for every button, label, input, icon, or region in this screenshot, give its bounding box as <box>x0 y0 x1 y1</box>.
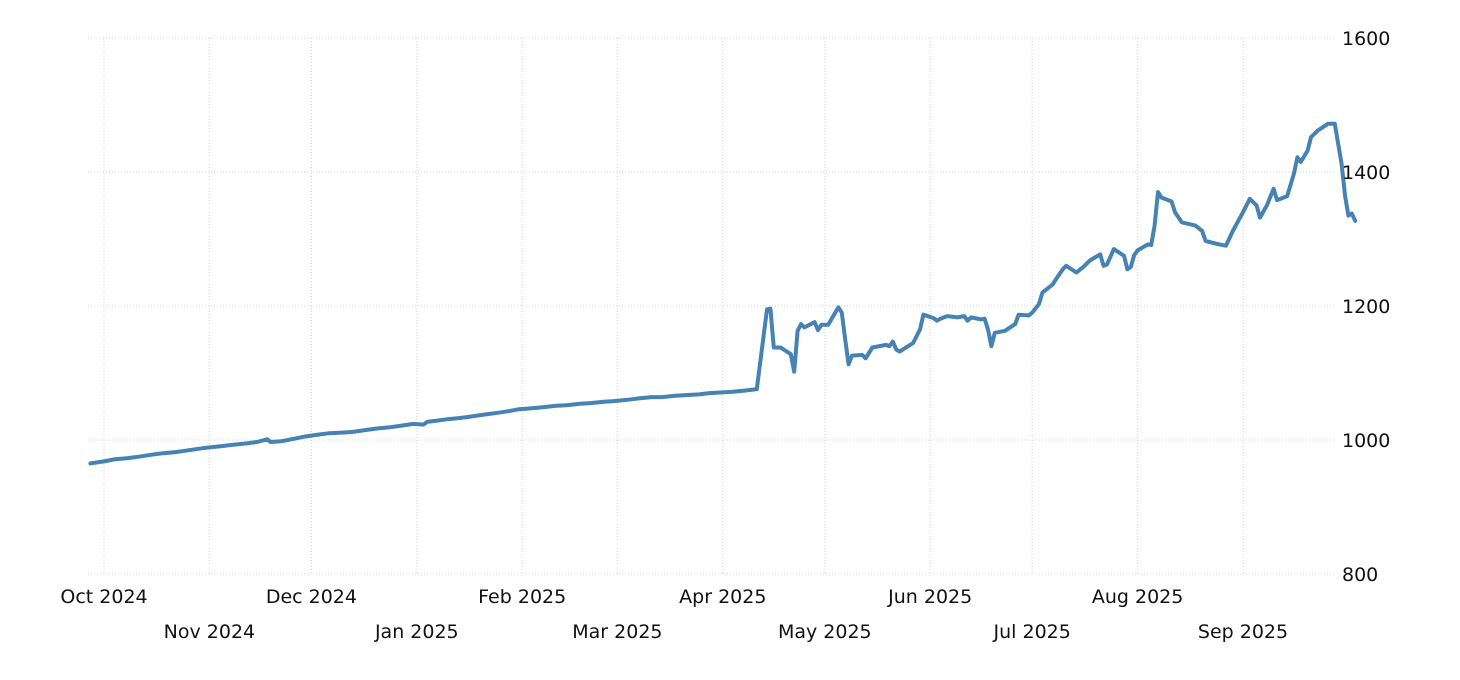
x-tick-label: Feb 2025 <box>478 586 566 608</box>
x-axis-labels: Oct 2024 Nov 2024 Dec 2024 Jan 2025 Feb 2025… <box>60 586 1288 643</box>
y-tick-label: 1000 <box>1342 430 1390 452</box>
y-tick-label: 800 <box>1342 564 1378 586</box>
x-tick-label: Apr 2025 <box>679 586 766 608</box>
series-layer <box>88 121 1358 466</box>
x-tick-label: Jul 2025 <box>993 621 1071 643</box>
y-tick-label: 1200 <box>1342 296 1390 318</box>
x-tick-label: Aug 2025 <box>1092 586 1184 608</box>
series-line <box>88 121 1358 466</box>
y-axis-labels: 800 1000 1200 1400 1600 <box>1342 28 1390 586</box>
x-tick-label: Jan 2025 <box>374 621 459 643</box>
grid <box>88 37 1336 575</box>
x-tick-label: Mar 2025 <box>572 621 662 643</box>
y-tick-label: 1400 <box>1342 162 1390 184</box>
x-tick-label: Jun 2025 <box>887 586 972 608</box>
x-tick-label: Dec 2024 <box>266 586 357 608</box>
x-tick-label: Nov 2024 <box>164 621 255 643</box>
x-tick-label: May 2025 <box>778 621 872 643</box>
x-tick-label: Sep 2025 <box>1198 621 1288 643</box>
x-tick-label: Oct 2024 <box>60 586 147 608</box>
y-tick-label: 1600 <box>1342 28 1390 50</box>
